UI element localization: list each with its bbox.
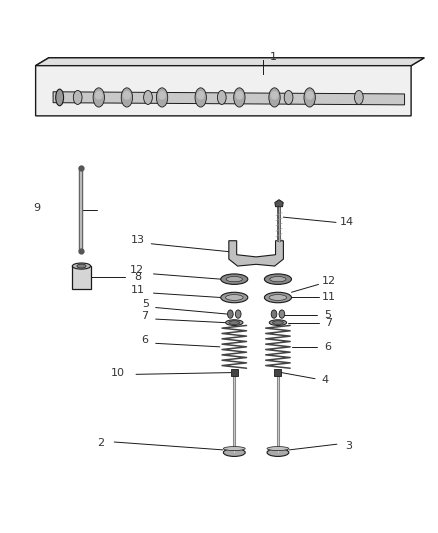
Ellipse shape	[279, 310, 285, 318]
Ellipse shape	[144, 91, 152, 104]
Ellipse shape	[306, 91, 314, 100]
Ellipse shape	[77, 264, 86, 268]
Ellipse shape	[235, 310, 241, 318]
Text: 3: 3	[346, 440, 353, 450]
Text: 6: 6	[141, 335, 148, 345]
Ellipse shape	[271, 91, 279, 100]
Text: 6: 6	[324, 342, 331, 352]
Ellipse shape	[56, 89, 64, 106]
Ellipse shape	[284, 91, 293, 104]
Ellipse shape	[226, 295, 243, 301]
Text: 1: 1	[270, 52, 277, 62]
Text: 10: 10	[111, 368, 125, 378]
Ellipse shape	[269, 88, 280, 107]
Text: 2: 2	[97, 438, 104, 448]
Text: 4: 4	[321, 375, 328, 385]
Text: 5: 5	[142, 298, 149, 309]
Text: 13: 13	[131, 235, 145, 245]
Ellipse shape	[269, 295, 287, 301]
Text: 7: 7	[141, 311, 148, 321]
Ellipse shape	[304, 88, 315, 107]
Polygon shape	[275, 200, 283, 207]
Ellipse shape	[267, 449, 289, 456]
Ellipse shape	[267, 447, 289, 450]
FancyBboxPatch shape	[72, 266, 91, 289]
Polygon shape	[35, 58, 424, 116]
Ellipse shape	[269, 320, 287, 326]
Ellipse shape	[226, 277, 242, 282]
Polygon shape	[35, 58, 424, 66]
Text: 11: 11	[322, 293, 336, 303]
Polygon shape	[229, 241, 283, 266]
Ellipse shape	[229, 321, 240, 325]
Ellipse shape	[195, 88, 206, 107]
Ellipse shape	[272, 321, 283, 325]
Ellipse shape	[223, 447, 245, 450]
Text: 14: 14	[339, 217, 353, 228]
Ellipse shape	[121, 88, 133, 107]
Ellipse shape	[95, 91, 102, 100]
Ellipse shape	[221, 292, 248, 303]
Ellipse shape	[197, 91, 205, 100]
Text: 12: 12	[322, 276, 336, 286]
Text: 7: 7	[325, 318, 332, 328]
Ellipse shape	[158, 91, 166, 100]
Ellipse shape	[226, 320, 243, 326]
Ellipse shape	[265, 274, 291, 285]
Text: 12: 12	[130, 265, 145, 275]
FancyBboxPatch shape	[231, 369, 238, 376]
Text: 11: 11	[131, 285, 145, 295]
Ellipse shape	[73, 91, 82, 104]
FancyBboxPatch shape	[275, 369, 282, 376]
Text: 9: 9	[33, 204, 40, 213]
Ellipse shape	[227, 310, 233, 318]
Ellipse shape	[221, 274, 248, 285]
Ellipse shape	[72, 263, 91, 269]
Ellipse shape	[93, 88, 104, 107]
Text: 5: 5	[324, 310, 331, 320]
Ellipse shape	[236, 91, 243, 100]
Ellipse shape	[354, 91, 363, 104]
Text: 8: 8	[134, 272, 142, 282]
Ellipse shape	[156, 88, 168, 107]
Ellipse shape	[223, 449, 245, 456]
Polygon shape	[53, 92, 405, 105]
Ellipse shape	[217, 91, 226, 104]
Ellipse shape	[234, 88, 245, 107]
Ellipse shape	[270, 277, 286, 282]
Ellipse shape	[123, 91, 131, 100]
Ellipse shape	[265, 292, 291, 303]
Ellipse shape	[271, 310, 277, 318]
